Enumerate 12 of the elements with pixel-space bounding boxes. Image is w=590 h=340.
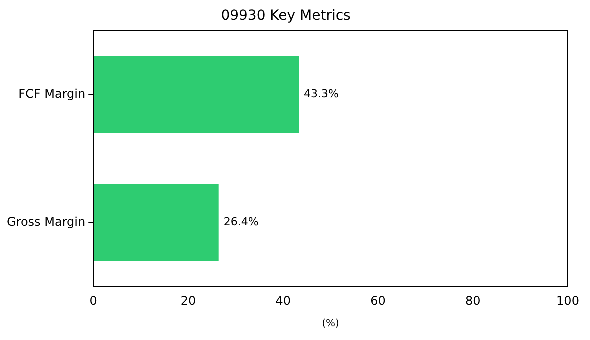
data-label: 43.3% [304,88,339,101]
y-tick-label: Gross Margin [6,214,86,229]
x-tick-label: 60 [370,294,386,308]
x-axis-title: (%) [322,318,340,330]
chart-title: 09930 Key Metrics [221,8,351,24]
y-tick-label: FCF Margin [18,86,86,101]
x-tick-label: 20 [180,294,196,308]
data-label: 26.4% [224,216,259,229]
x-tick-label: 0 [90,294,98,308]
x-tick-label: 80 [465,294,481,308]
x-tick-label: 40 [276,294,292,308]
x-tick-label: 100 [556,294,580,308]
